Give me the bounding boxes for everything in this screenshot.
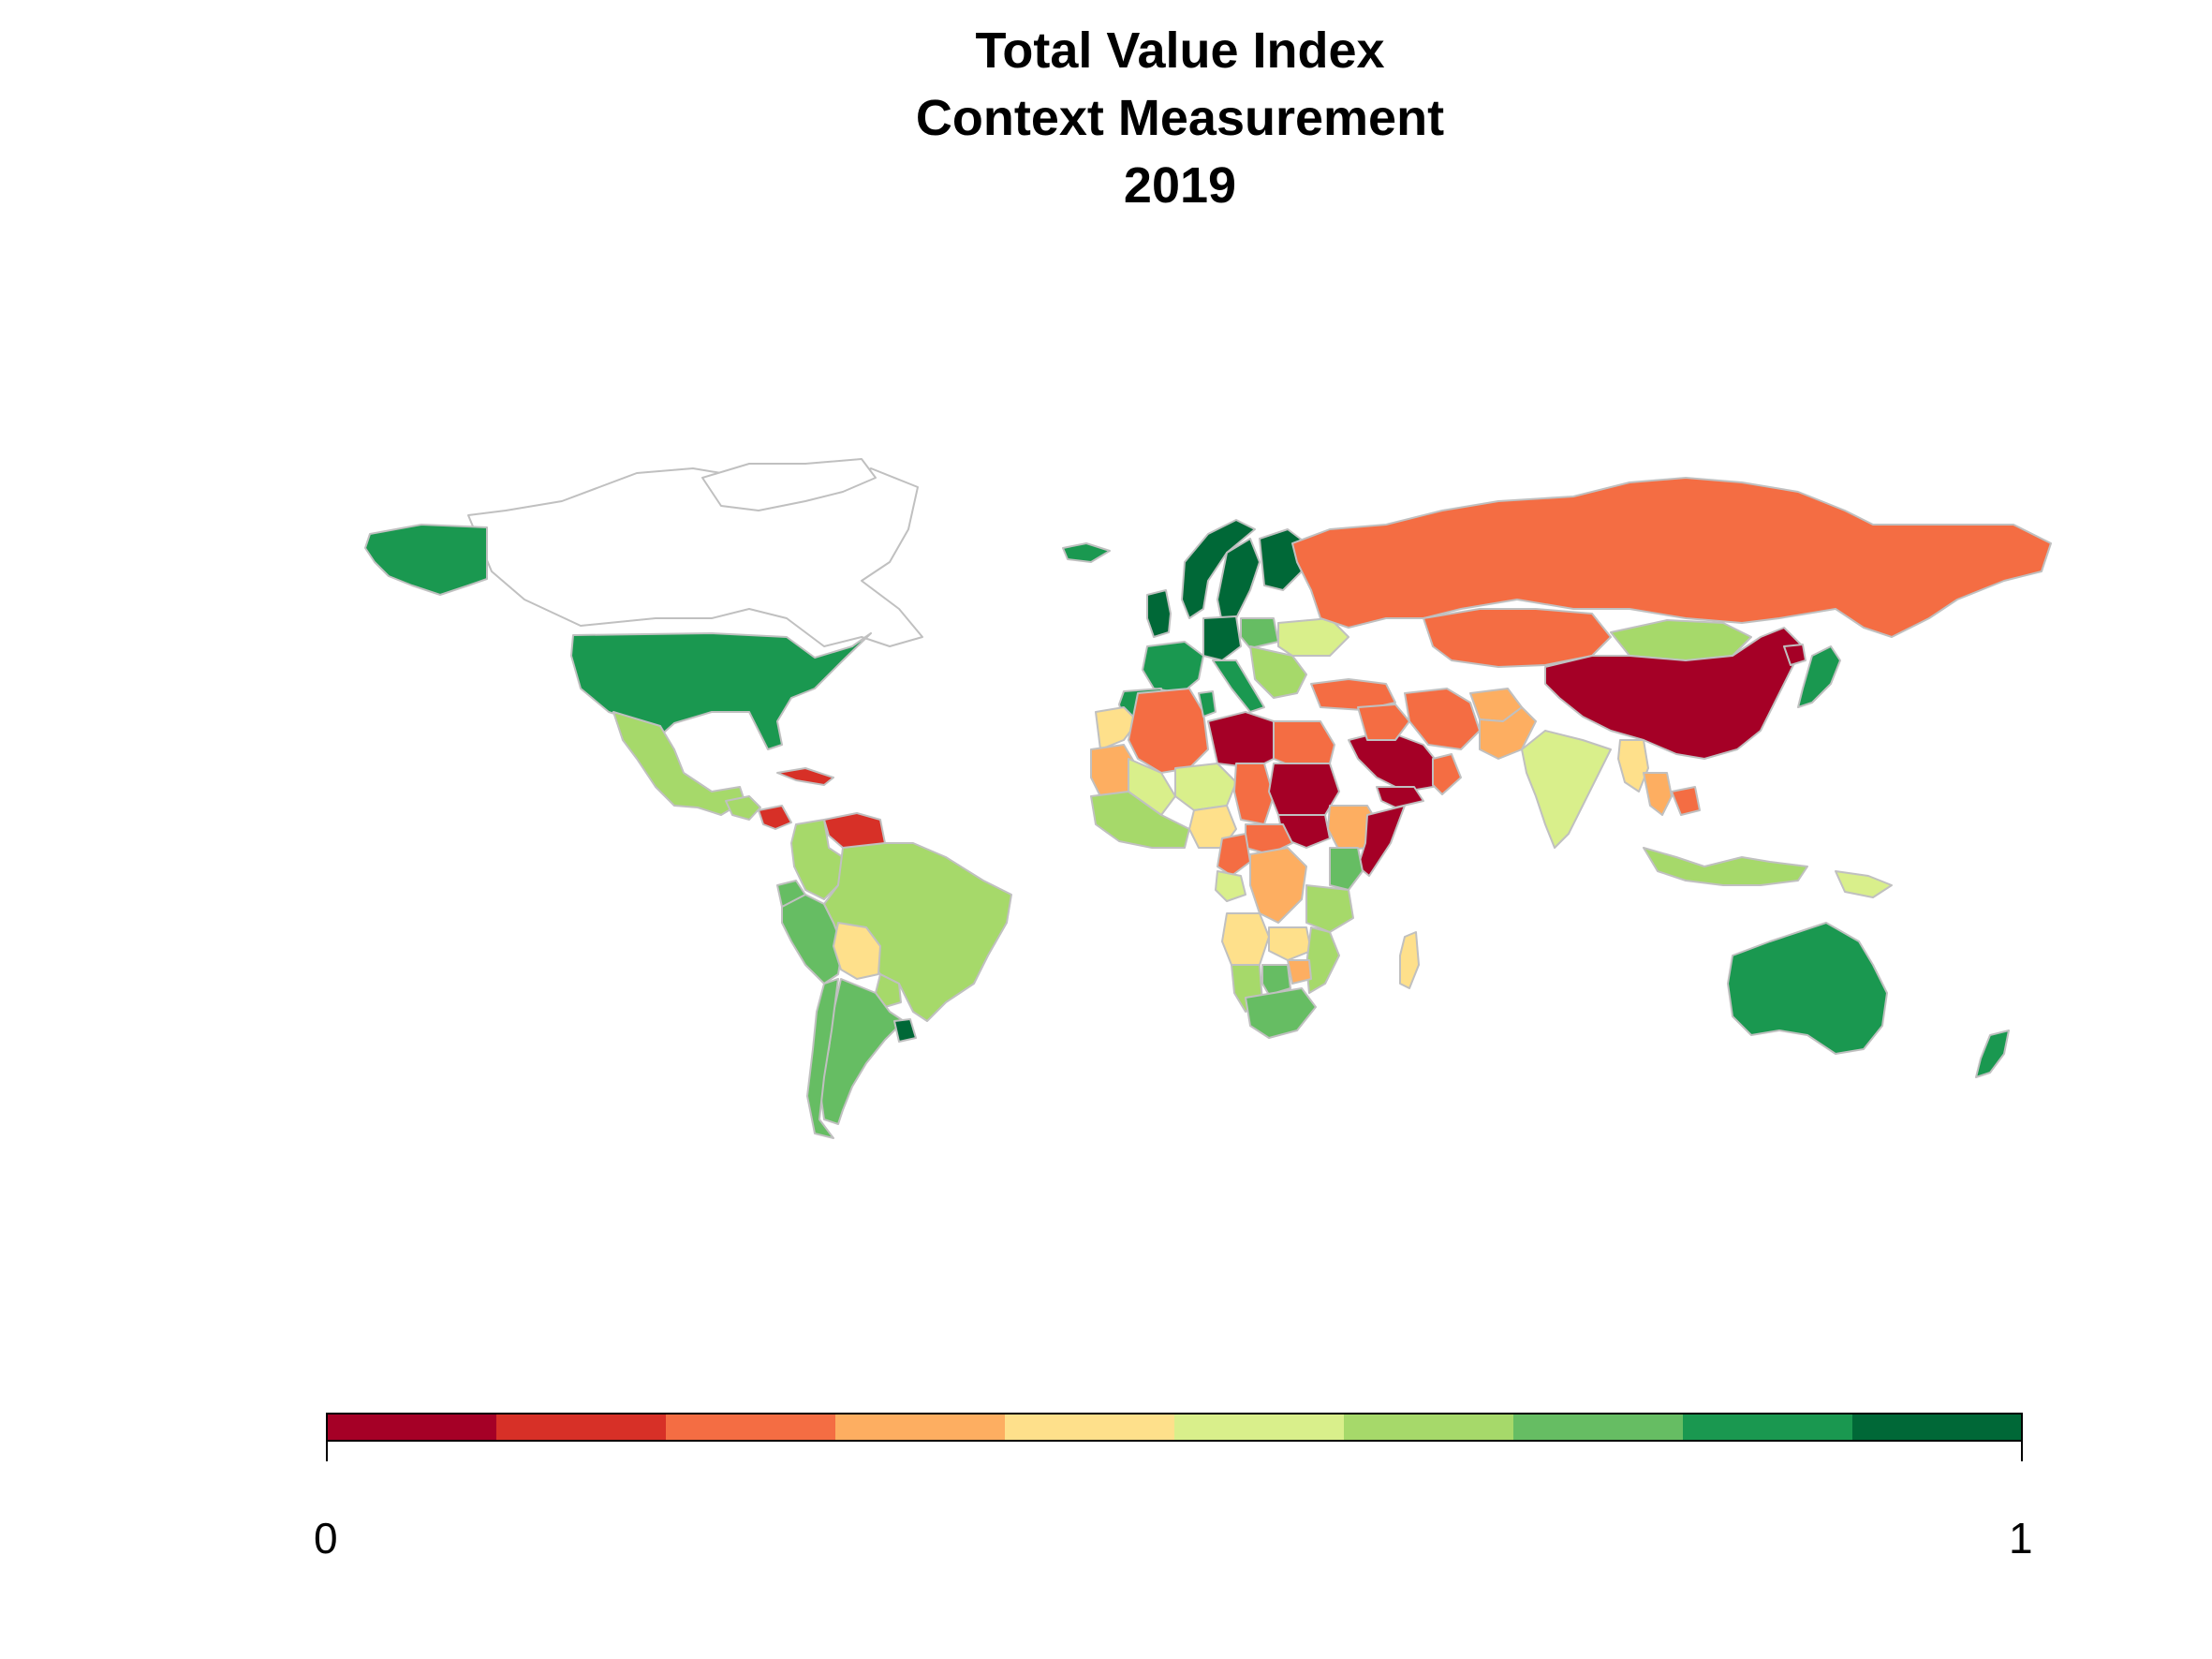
- region-bolivia: [833, 922, 881, 980]
- region-brazil: [823, 842, 1012, 1022]
- region-cameroon: [1217, 833, 1251, 877]
- region-japan: [1797, 645, 1841, 708]
- region-thailand: [1643, 772, 1673, 816]
- region-dr-congo: [1249, 847, 1307, 924]
- legend-swatch-5: [1005, 1414, 1175, 1441]
- region-south-africa: [1245, 987, 1317, 1039]
- region-tanzania: [1305, 884, 1354, 933]
- region-oman: [1432, 753, 1462, 795]
- region-france: [1142, 641, 1204, 694]
- title-line-2: Context Measurement: [915, 90, 1445, 146]
- region-sweden: [1217, 538, 1261, 624]
- region-china: [1544, 627, 1804, 760]
- region-papua-new-guinea: [1835, 870, 1893, 898]
- legend-swatch-8: [1513, 1414, 1684, 1441]
- region-chile: [806, 978, 839, 1139]
- region-myanmar: [1617, 739, 1649, 792]
- region-greenland: [701, 458, 877, 511]
- legend-swatch-10: [1852, 1414, 2023, 1441]
- region-turkey: [1310, 678, 1396, 711]
- region-madagascar: [1399, 931, 1420, 989]
- region-australia: [1727, 922, 1888, 1055]
- legend-swatch-2: [496, 1414, 667, 1441]
- region-uruguay: [893, 1018, 917, 1043]
- map-title: Total Value Index Context Measurement 20…: [0, 17, 2212, 219]
- region-india: [1521, 730, 1612, 849]
- region-kenya: [1329, 847, 1364, 891]
- region-new-zealand: [1975, 1029, 2010, 1078]
- region-cuba: [776, 767, 834, 786]
- region-alaska: [364, 524, 488, 596]
- region-nicaragua: [758, 805, 792, 830]
- legend-swatch-3: [666, 1414, 836, 1441]
- region-north-korea: [1783, 644, 1806, 666]
- region-canada: [467, 467, 923, 647]
- region-zambia: [1268, 926, 1312, 961]
- region-italy: [1212, 659, 1265, 713]
- region-united-kingdom: [1146, 589, 1172, 638]
- region-guatemala: [725, 795, 761, 821]
- region-peru: [781, 894, 844, 985]
- region-yemen: [1376, 786, 1424, 808]
- region-balkans: [1249, 645, 1307, 699]
- title-line-1: Total Value Index: [975, 22, 1385, 79]
- legend-swatch-9: [1683, 1414, 1853, 1441]
- region-zimbabwe: [1287, 959, 1312, 985]
- region-russia: [1291, 477, 2052, 638]
- region-germany: [1202, 615, 1242, 661]
- region-tunisia: [1198, 690, 1217, 718]
- region-indonesia: [1643, 847, 1808, 886]
- region-iceland: [1062, 542, 1111, 563]
- region-paraguay: [875, 973, 902, 1008]
- region-cambodia: [1671, 786, 1701, 816]
- region-somalia: [1357, 805, 1406, 877]
- legend-swatch-4: [835, 1414, 1006, 1441]
- region-norway: [1181, 519, 1256, 619]
- legend-swatch-6: [1174, 1414, 1345, 1441]
- region-west-africa-coast: [1090, 791, 1190, 849]
- region-poland: [1240, 617, 1279, 649]
- title-line-3: 2019: [1123, 157, 1237, 214]
- legend-min-label: 0: [314, 1514, 338, 1563]
- legend-swatch-7: [1344, 1414, 1514, 1441]
- legend-max-label: 1: [2009, 1514, 2033, 1563]
- legend-swatch-1: [327, 1414, 497, 1441]
- legend-frame: [326, 1413, 2023, 1442]
- region-colombia: [790, 819, 844, 900]
- region-iran: [1404, 688, 1481, 750]
- region-iraq: [1357, 704, 1410, 741]
- region-pakistan: [1479, 706, 1537, 760]
- region-gabon: [1215, 870, 1246, 902]
